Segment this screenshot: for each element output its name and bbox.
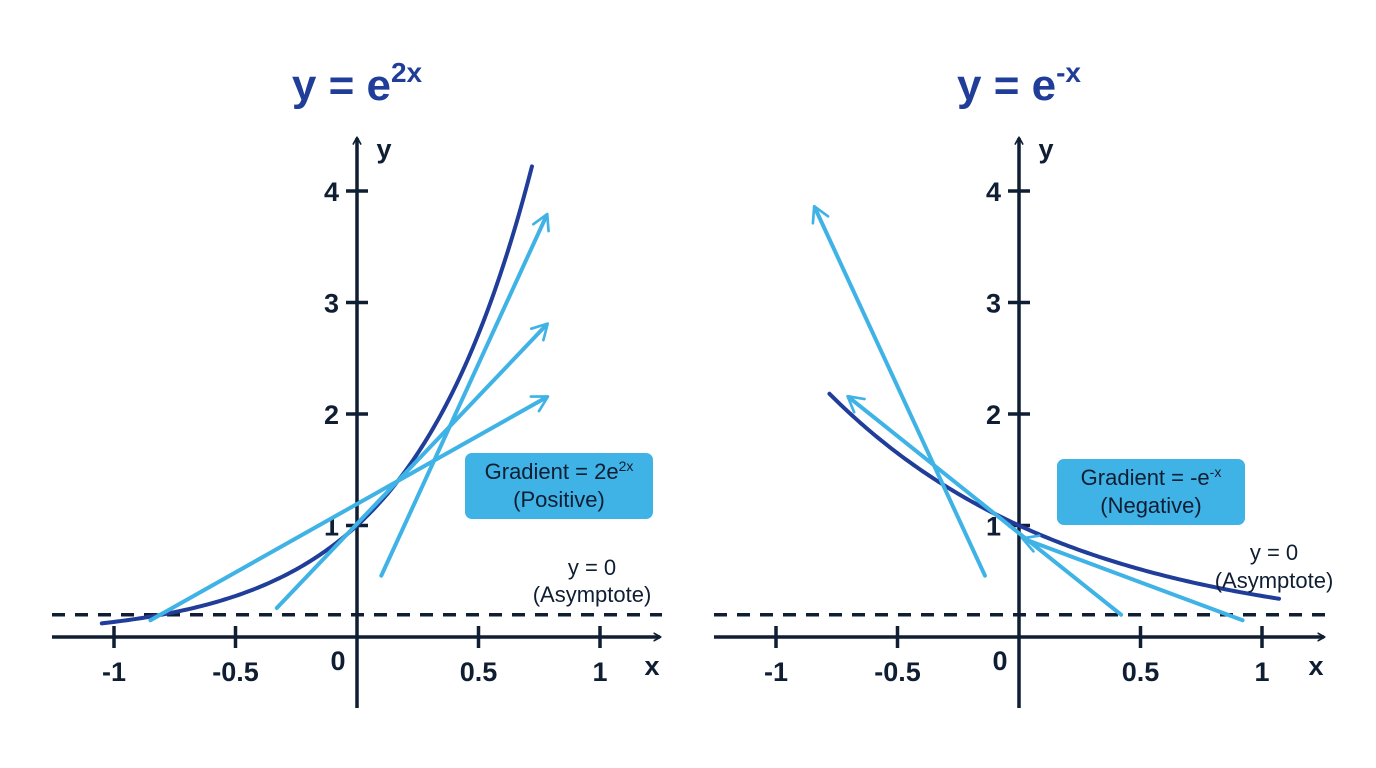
panel-title: y = e-x <box>957 57 1081 110</box>
x-axis-label: x <box>1308 651 1323 681</box>
title-base: y = e <box>957 61 1056 110</box>
tangent-arrow <box>846 394 1124 617</box>
curve-group <box>99 164 534 626</box>
tangent-arrow <box>274 322 550 611</box>
function-curve <box>827 391 1282 601</box>
title-base: y = e <box>292 61 391 110</box>
gradient-formula: Gradient = 2e <box>485 459 619 484</box>
y-tick-label: 4 <box>324 177 339 207</box>
asymptote-label-line2: (Asymptote) <box>1215 568 1334 593</box>
tangent-arrow <box>811 204 987 578</box>
y-axis-label: y <box>1038 134 1053 164</box>
gradient-exponent: 2x <box>619 458 634 474</box>
gradient-box: Gradient = 2e2x (Positive) <box>465 453 653 519</box>
tangent-group <box>811 204 1245 623</box>
x-tick-label: -0.5 <box>874 657 921 687</box>
panel-title: y = e2x <box>292 57 423 110</box>
title-exponent: -x <box>1056 57 1081 88</box>
y-tick-label: 4 <box>986 177 1001 207</box>
gradient-box: Gradient = -e-x (Negative) <box>1057 459 1245 525</box>
y-tick-label: 3 <box>324 289 339 319</box>
gradient-box-bg <box>1057 459 1245 525</box>
axes: -1 -0.5 0.5 1 1 2 3 4 0 x y <box>714 134 1324 708</box>
gradient-box-line2: (Negative) <box>1100 493 1201 518</box>
tangent-arrow <box>1020 534 1245 623</box>
x-tick-label: 1 <box>592 657 607 687</box>
asymptote-label-line1: y = 0 <box>568 555 616 580</box>
origin-label: 0 <box>330 646 345 676</box>
curve-group <box>827 391 1282 601</box>
gradient-box-line2: (Positive) <box>513 487 605 512</box>
asymptote-label: y = 0 (Asymptote) <box>533 555 652 607</box>
gradient-box-line1: Gradient = -e-x <box>1081 464 1222 490</box>
x-axis-label: x <box>644 651 659 681</box>
x-tick-label: -0.5 <box>212 657 259 687</box>
y-tick-label: 3 <box>986 289 1001 319</box>
tangent-arrow <box>148 395 550 623</box>
asymptote-label-line1: y = 0 <box>1250 540 1298 565</box>
tangent-arrow <box>379 212 550 578</box>
asymptote-label-line2: (Asymptote) <box>533 582 652 607</box>
asymptote-label: y = 0 (Asymptote) <box>1215 540 1334 593</box>
function-curve <box>99 164 534 626</box>
origin-label: 0 <box>992 646 1007 676</box>
y-tick-label: 1 <box>986 512 1001 542</box>
gradient-formula: Gradient = -e <box>1081 465 1210 490</box>
gradient-box-line1: Gradient = 2e2x <box>485 458 634 484</box>
x-tick-label: 0.5 <box>460 657 498 687</box>
x-tick-label: -1 <box>102 657 126 687</box>
y-tick-label: 2 <box>986 400 1001 430</box>
y-axis-label: y <box>376 134 391 164</box>
x-tick-label: 1 <box>1254 657 1269 687</box>
title-exponent: 2x <box>391 57 423 88</box>
gradient-exponent: -x <box>1210 464 1222 480</box>
y-tick-label: 2 <box>324 400 339 430</box>
gradient-box-bg <box>465 453 653 519</box>
tangent-group <box>148 212 550 623</box>
x-tick-label: 0.5 <box>1122 657 1160 687</box>
x-tick-label: -1 <box>764 657 788 687</box>
